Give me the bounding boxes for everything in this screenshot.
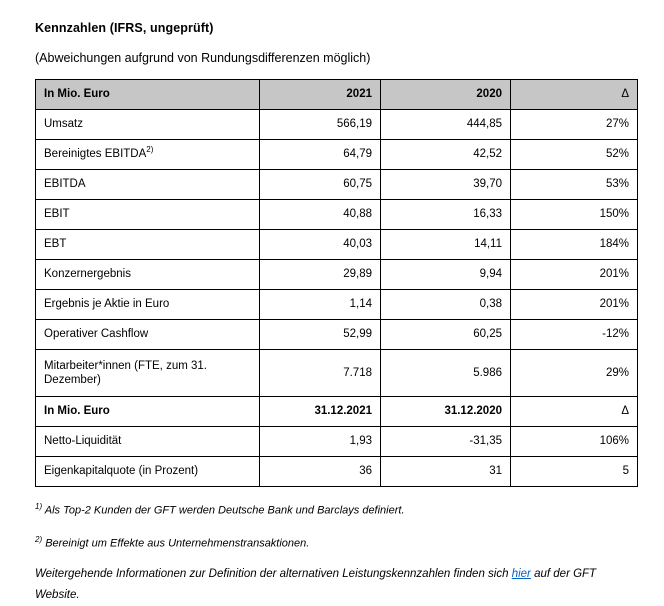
table-row-ergebnis-je-aktie: Ergebnis je Aktie in Euro 1,14 0,38 201% [35,289,638,320]
row-label: Operativer Cashflow [35,319,260,350]
document-page: Kennzahlen (IFRS, ungeprüft) (Abweichung… [35,21,638,601]
table-row-operativer-cashflow: Operativer Cashflow 52,99 60,25 -12% [35,319,638,350]
row-label: Umsatz [35,109,260,140]
subheader-cell-2020: 31.12.2020 [380,396,511,427]
row-label: Ergebnis je Aktie in Euro [35,289,260,320]
delta-value: 52% [510,139,638,170]
value-2020: 5.986 [380,349,511,397]
row-label: Eigenkapitalquote (in Prozent) [35,456,260,487]
table-subheader-row: In Mio. Euro 31.12.2021 31.12.2020 Δ [35,396,638,427]
header-cell-delta: Δ [510,79,638,110]
value-2020: 60,25 [380,319,511,350]
row-label: EBT [35,229,260,260]
value-2021: 7.718 [259,349,381,397]
value-2021: 566,19 [259,109,381,140]
header-cell-unit: In Mio. Euro [35,79,260,110]
info-text-before: Weitergehende Informationen zur Definiti… [35,568,509,581]
row-label: Mitarbeiter*innen (FTE, zum 31. Dezember… [35,349,260,397]
subheader-cell-2021: 31.12.2021 [259,396,381,427]
value-2021: 29,89 [259,259,381,290]
row-label: Konzernergebnis [35,259,260,290]
row-label: Bereinigtes EBITDA2) [35,139,260,170]
value-2021: 1,14 [259,289,381,320]
delta-value: 150% [510,199,638,230]
table-row-bereinigtes-ebitda: Bereinigtes EBITDA2) 64,79 42,52 52% [35,139,638,170]
subheader-cell-delta: Δ [510,396,638,427]
footnotes-section: 1) Als Top-2 Kunden der GFT werden Deuts… [35,499,638,606]
value-2020: 0,38 [380,289,511,320]
value-2021: 1,93 [259,426,381,457]
value-2021: 40,88 [259,199,381,230]
hier-link[interactable]: hier [511,568,531,581]
kpi-table: In Mio. Euro 2021 2020 Δ Umsatz 566,19 4… [35,79,638,487]
table-row-eigenkapitalquote: Eigenkapitalquote (in Prozent) 36 31 5 [35,456,638,487]
delta-value: 201% [510,289,638,320]
table-row-konzernergebnis: Konzernergebnis 29,89 9,94 201% [35,259,638,290]
table-row-ebit: EBIT 40,88 16,33 150% [35,199,638,230]
delta-value: 184% [510,229,638,260]
table-header-row: In Mio. Euro 2021 2020 Δ [35,79,638,110]
subheader-cell-unit: In Mio. Euro [35,396,260,427]
value-2020: -31,35 [380,426,511,457]
delta-value: 106% [510,426,638,457]
footnote-1: 1) Als Top-2 Kunden der GFT werden Deuts… [35,499,638,519]
value-2020: 31 [380,456,511,487]
value-2020: 39,70 [380,169,511,200]
footnote-2: 2) Bereinigt um Effekte aus Unternehmens… [35,532,638,552]
delta-value: 5 [510,456,638,487]
page-subtitle: (Abweichungen aufgrund von Rundungsdiffe… [35,51,371,65]
table-row-mitarbeiter: Mitarbeiter*innen (FTE, zum 31. Dezember… [35,349,638,397]
row-label: Netto-Liquidität [35,426,260,457]
footnote-2-marker: 2) [35,534,43,544]
value-2021: 36 [259,456,381,487]
value-2020: 16,33 [380,199,511,230]
value-2020: 42,52 [380,139,511,170]
table-row-ebt: EBT 40,03 14,11 184% [35,229,638,260]
delta-value: 53% [510,169,638,200]
info-paragraph: Weitergehende Informationen zur Definiti… [35,564,635,606]
value-2020: 444,85 [380,109,511,140]
row-label: EBITDA [35,169,260,200]
table-row-netto-liquiditaet: Netto-Liquidität 1,93 -31,35 106% [35,426,638,457]
footnote-2-text: Bereinigt um Effekte aus Unternehmenstra… [45,537,310,550]
footnote-1-text: Als Top-2 Kunden der GFT werden Deutsche… [44,504,405,517]
footnote-1-marker: 1) [35,502,43,511]
header-cell-2021: 2021 [259,79,381,110]
footnote-ref-2: 2) [146,145,154,155]
header-cell-2020: 2020 [380,79,511,110]
delta-value: -12% [510,319,638,350]
delta-value: 201% [510,259,638,290]
delta-value: 29% [510,349,638,397]
page-title: Kennzahlen (IFRS, ungeprüft) [35,21,214,35]
value-2021: 40,03 [259,229,381,260]
table-row-ebitda: EBITDA 60,75 39,70 53% [35,169,638,200]
value-2021: 52,99 [259,319,381,350]
value-2021: 64,79 [259,139,381,170]
value-2020: 9,94 [380,259,511,290]
value-2020: 14,11 [380,229,511,260]
value-2021: 60,75 [259,169,381,200]
delta-value: 27% [510,109,638,140]
row-label: EBIT [35,199,260,230]
table-row-umsatz: Umsatz 566,19 444,85 27% [35,109,638,140]
